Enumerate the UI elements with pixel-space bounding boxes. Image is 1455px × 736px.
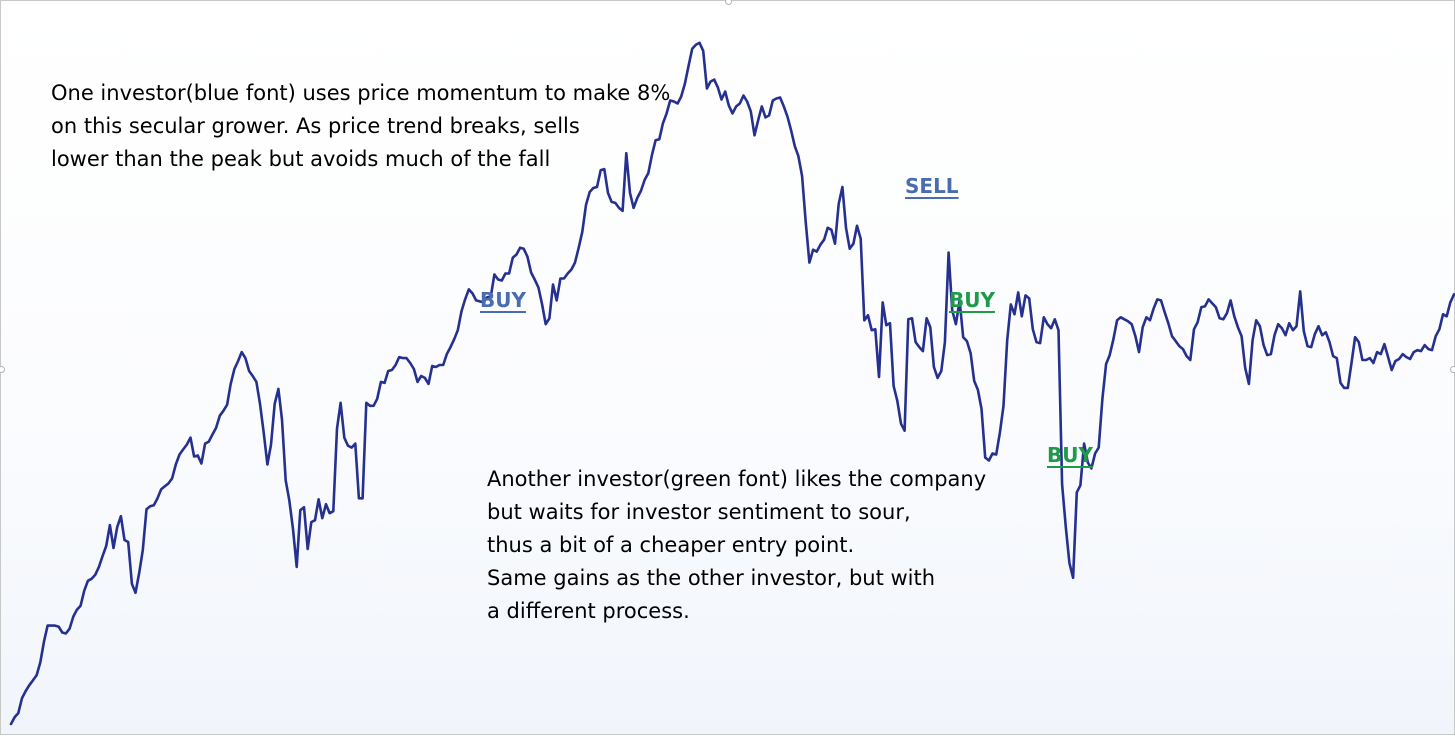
- sentiment-note-line-1: Another investor(green font) likes the c…: [487, 467, 987, 491]
- green-buy-marker-1: BUY: [949, 288, 995, 312]
- resize-handle-right[interactable]: [1450, 366, 1455, 373]
- blue-buy-marker: BUY: [480, 288, 526, 312]
- momentum-note-line-3: lower than the peak but avoids much of t…: [51, 147, 551, 171]
- momentum-note-line-2: on this secular grower. As price trend b…: [51, 114, 580, 138]
- resize-handle-top[interactable]: [725, 0, 732, 5]
- green-buy-marker-2: BUY: [1047, 443, 1093, 467]
- sentiment-note-line-4: Same gains as the other investor, but wi…: [487, 566, 936, 590]
- resize-handle-left[interactable]: [0, 366, 5, 373]
- blue-sell-marker: SELL: [905, 174, 959, 198]
- sentiment-note-line-2: but waits for investor sentiment to sour…: [487, 500, 911, 524]
- momentum-investor-note: One investor(blue font) uses price momen…: [51, 77, 670, 176]
- momentum-note-line-1: One investor(blue font) uses price momen…: [51, 81, 671, 105]
- price-series-line: [9, 41, 1455, 726]
- sentiment-note-line-5: a different process.: [487, 599, 690, 623]
- sentiment-note-line-3: thus a bit of a cheaper entry point.: [487, 533, 855, 557]
- sentiment-investor-note: Another investor(green font) likes the c…: [487, 463, 986, 628]
